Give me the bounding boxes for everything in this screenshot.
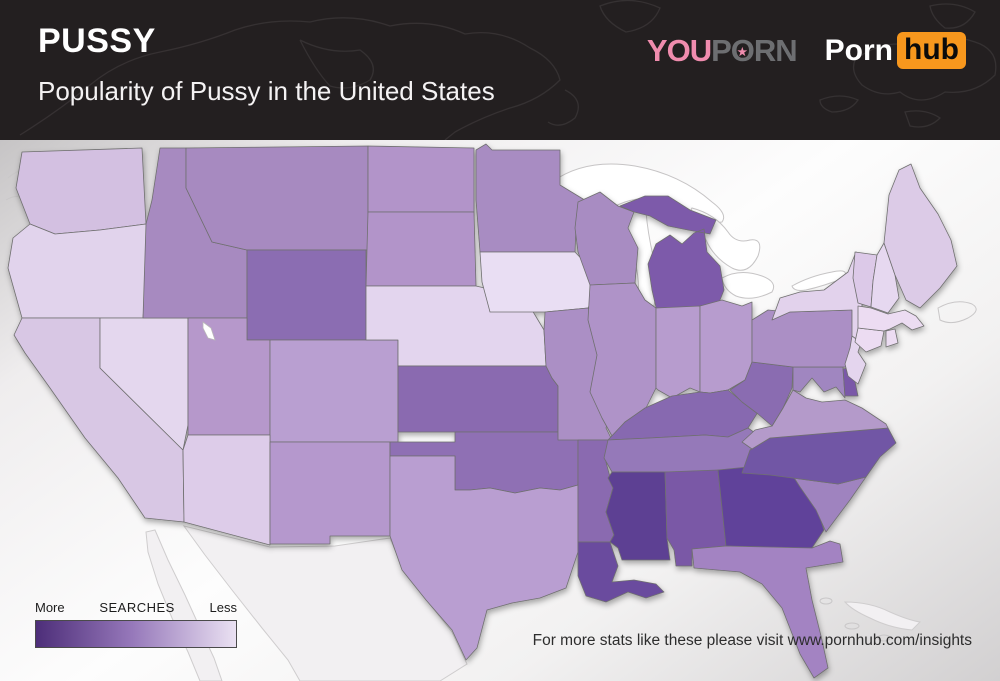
page-subtitle: Popularity of Pussy in the United States xyxy=(38,76,495,106)
mexico-outline xyxy=(182,525,468,681)
state-WI: Wisconsin xyxy=(574,191,639,286)
star-icon: ★ xyxy=(673,46,684,59)
state-OR: Oregon xyxy=(7,223,151,319)
state-PA: Pennsylvania xyxy=(751,309,854,368)
bahamas-islet xyxy=(819,597,833,605)
state-ME: Maine xyxy=(883,163,958,309)
state-IA: Iowa xyxy=(479,251,599,313)
state-MD: Maryland xyxy=(792,366,846,399)
great-salt-lake xyxy=(202,321,216,341)
state-CO: Colorado xyxy=(269,339,399,443)
state-TX: Texas xyxy=(389,455,579,661)
lake-erie xyxy=(721,272,775,299)
footer-text: For more stats like these please visit xyxy=(532,632,788,649)
state-MA: Massachusetts xyxy=(857,305,925,332)
state-MN: Minnesota xyxy=(475,143,589,253)
state-LA: Louisiana xyxy=(577,541,665,603)
pornhub-logo-porn: Porn xyxy=(824,33,894,67)
youporn-logo: YO ★ UPO ★ RN xyxy=(646,32,798,69)
state-FL: Florida xyxy=(691,540,844,679)
state-SD: South Dakota xyxy=(365,211,477,287)
state-IN: Indiana xyxy=(655,305,701,399)
header: PUSSY Popularity of Pussy in the United … xyxy=(0,0,1000,140)
insights-link[interactable]: www.pornhub.com/insights xyxy=(787,632,972,649)
state-NM: New Mexico xyxy=(269,441,391,545)
bahamas-islet xyxy=(877,634,891,642)
state-KS: Kansas xyxy=(397,365,559,433)
page-title: PUSSY xyxy=(38,22,156,60)
state-AZ: Arizona xyxy=(182,434,271,546)
cuba-outline xyxy=(843,601,922,631)
youporn-logo-you: YO ★ U xyxy=(646,32,712,68)
state-MS: Mississippi xyxy=(605,471,671,561)
states-layer: WashingtonOregonCaliforniaNevadaIdahoMon… xyxy=(7,143,958,679)
nova-scotia-outline xyxy=(937,301,977,324)
state-MT: Montana xyxy=(185,145,369,251)
pornhub-logo: Porn hub xyxy=(825,32,966,69)
legend-title: SEARCHES xyxy=(99,600,175,615)
state-OH: Ohio xyxy=(699,299,753,394)
state-WY: Wyoming xyxy=(246,249,367,341)
brand-logos: YO ★ UPO ★ RN Porn hub xyxy=(647,32,966,69)
legend-less-label: Less xyxy=(209,600,237,615)
legend-gradient-bar xyxy=(35,620,237,648)
state-RI: Rhode Island xyxy=(885,328,899,348)
star-icon: ★ xyxy=(737,46,748,59)
state-ND: North Dakota xyxy=(367,145,475,213)
state-WA: Washington xyxy=(15,147,147,235)
search-intensity-legend: More SEARCHES Less xyxy=(35,600,237,648)
map-area: WashingtonOregonCaliforniaNevadaIdahoMon… xyxy=(0,140,1000,681)
world-map-outline-decoration xyxy=(19,0,997,140)
legend-more-label: More xyxy=(35,600,65,615)
footer-note: For more stats like these please visit w… xyxy=(533,632,972,650)
bahamas-islet xyxy=(844,622,860,630)
youporn-logo-porn: PO ★ RN xyxy=(711,32,798,68)
pornhub-logo-hub: hub xyxy=(897,32,966,69)
us-map-svg: WashingtonOregonCaliforniaNevadaIdahoMon… xyxy=(5,143,977,681)
